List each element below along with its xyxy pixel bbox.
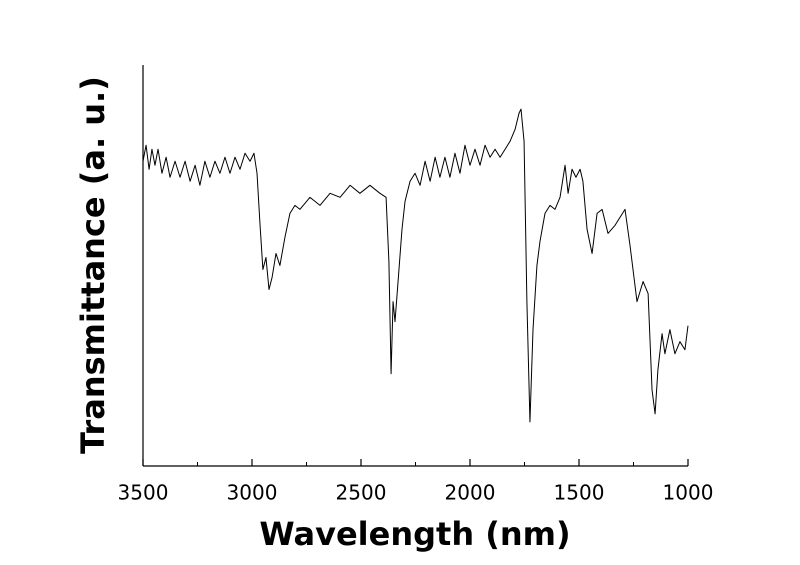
x-tick-label: 2500 xyxy=(336,481,387,505)
x-tick-label: 3000 xyxy=(227,481,278,505)
x-axis-label: Wavelength (nm) xyxy=(259,515,570,553)
x-tick-label: 1000 xyxy=(663,481,714,505)
x-tick-label: 1500 xyxy=(554,481,605,505)
y-axis-label: Transmittance (a. u.) xyxy=(74,76,112,454)
spectrum-line xyxy=(142,108,689,423)
x-tick-label: 2000 xyxy=(445,481,496,505)
x-tick-label: 3500 xyxy=(118,481,169,505)
